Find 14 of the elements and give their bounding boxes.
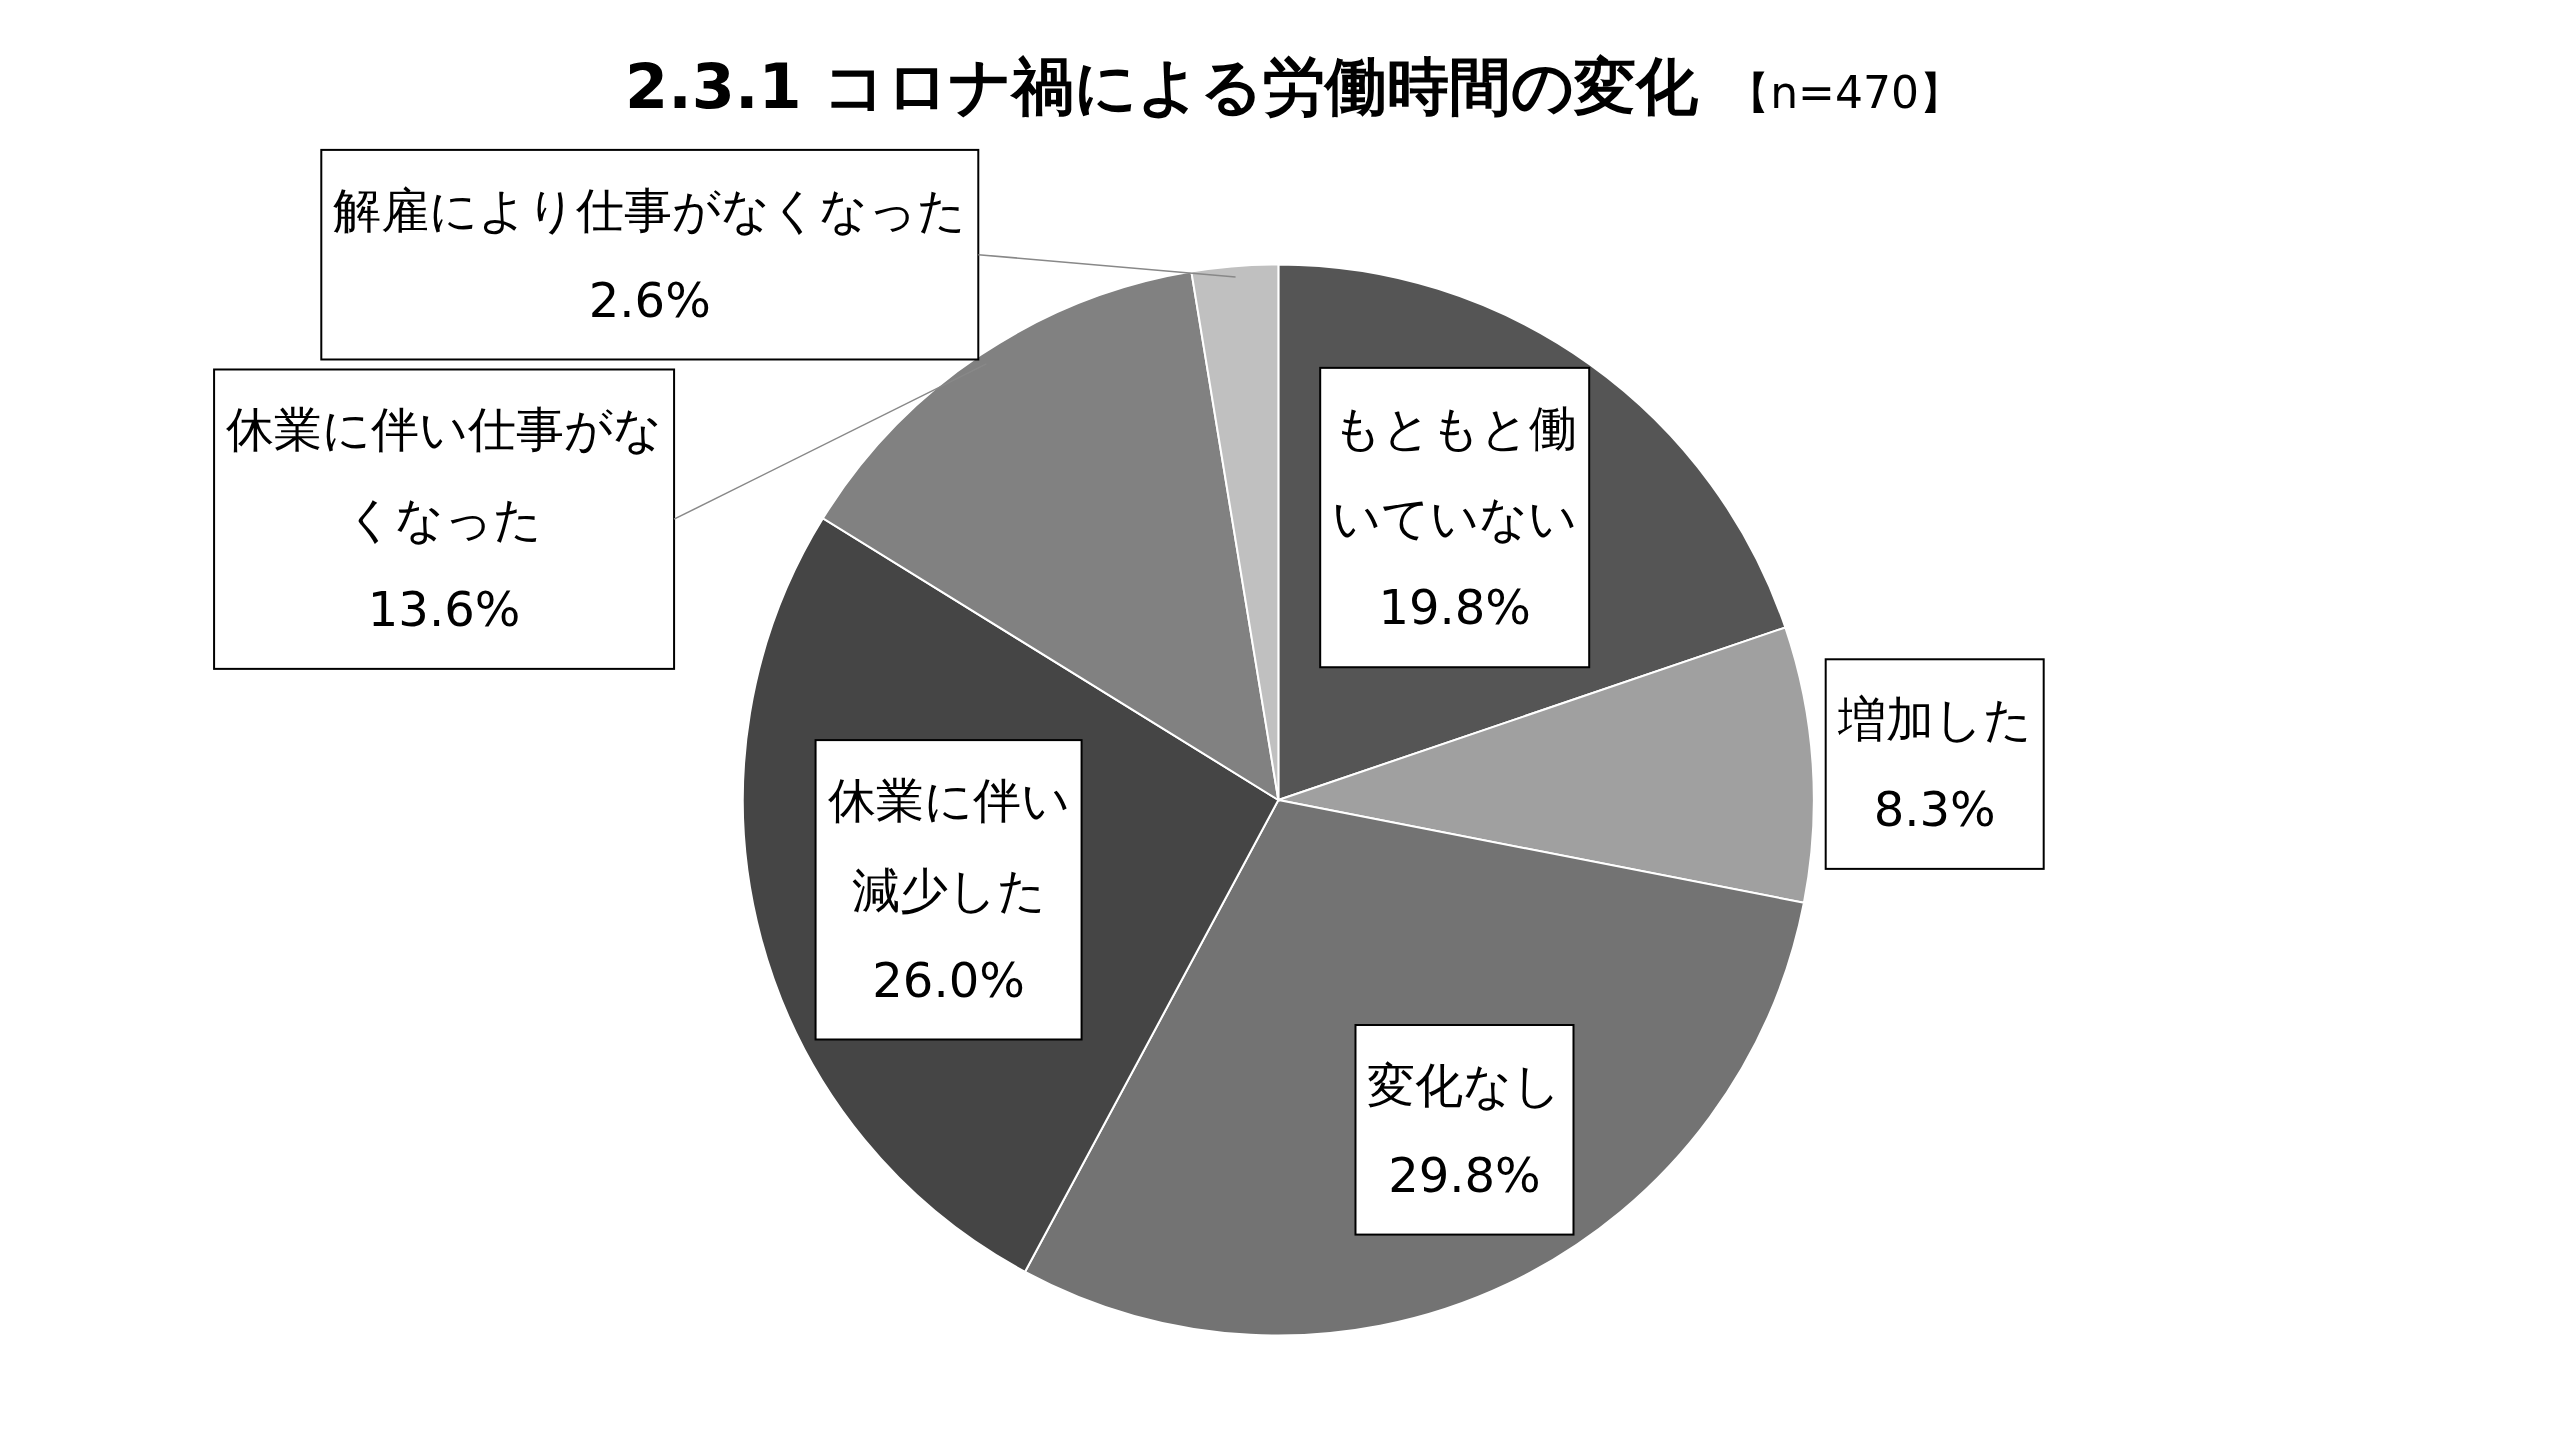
data-label: 29.8% — [1388, 1146, 1541, 1203]
data-label: 8.3% — [1873, 780, 1996, 837]
data-label: 19.8% — [1378, 579, 1531, 636]
slice-label: 変化なし — [1367, 1056, 1562, 1113]
data-label: 26.0% — [872, 951, 1025, 1008]
slice-label: 休業に伴い減少した — [827, 772, 1070, 918]
slice-label: 増加した — [1836, 691, 2032, 748]
data-label: 2.6% — [588, 271, 711, 328]
chart-title: 2.3.1 コロナ禍による労働時間の変化 — [625, 49, 1700, 123]
slice-label: もともと働いていない — [1332, 399, 1578, 546]
data-label: 13.6% — [367, 580, 521, 637]
slice-label: 休業に伴い仕事がなくなった — [226, 401, 663, 548]
chart-subtitle: 【n=470】 — [1726, 66, 1963, 118]
slice-label: 解雇により仕事がなくなった — [333, 181, 967, 238]
